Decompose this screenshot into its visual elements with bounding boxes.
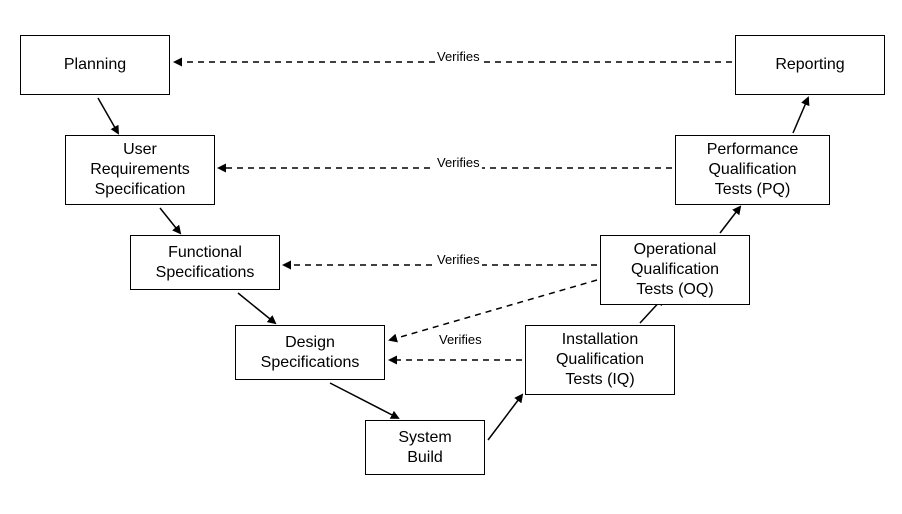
node-label: FunctionalSpecifications <box>156 243 255 283</box>
node-reporting: Reporting <box>735 35 885 95</box>
edge-label-verifies: Verifies <box>435 252 482 267</box>
node-planning: Planning <box>20 35 170 95</box>
node-system-build: SystemBuild <box>365 420 485 475</box>
node-installation-qualification-tests: InstallationQualificationTests (IQ) <box>525 325 675 395</box>
node-label: OperationalQualificationTests (OQ) <box>631 240 719 300</box>
node-operational-qualification-tests: OperationalQualificationTests (OQ) <box>600 235 750 305</box>
node-functional-specifications: FunctionalSpecifications <box>130 235 280 290</box>
node-label: Planning <box>64 55 126 75</box>
node-label: PerformanceQualificationTests (PQ) <box>707 140 799 200</box>
edge-label-verifies: Verifies <box>435 155 482 170</box>
node-label: SystemBuild <box>398 428 451 468</box>
edge-label-verifies: Verifies <box>437 332 484 347</box>
node-label: InstallationQualificationTests (IQ) <box>556 330 644 390</box>
node-label: DesignSpecifications <box>261 333 360 373</box>
node-performance-qualification-tests: PerformanceQualificationTests (PQ) <box>675 135 830 205</box>
node-user-requirements-specification: UserRequirementsSpecification <box>65 135 215 205</box>
node-design-specifications: DesignSpecifications <box>235 325 385 380</box>
v-model-diagram: { "diagram": { "type": "flowchart", "bac… <box>0 0 902 514</box>
node-label: UserRequirementsSpecification <box>90 140 190 200</box>
node-label: Reporting <box>775 55 844 75</box>
edge-label-verifies: Verifies <box>435 49 482 64</box>
